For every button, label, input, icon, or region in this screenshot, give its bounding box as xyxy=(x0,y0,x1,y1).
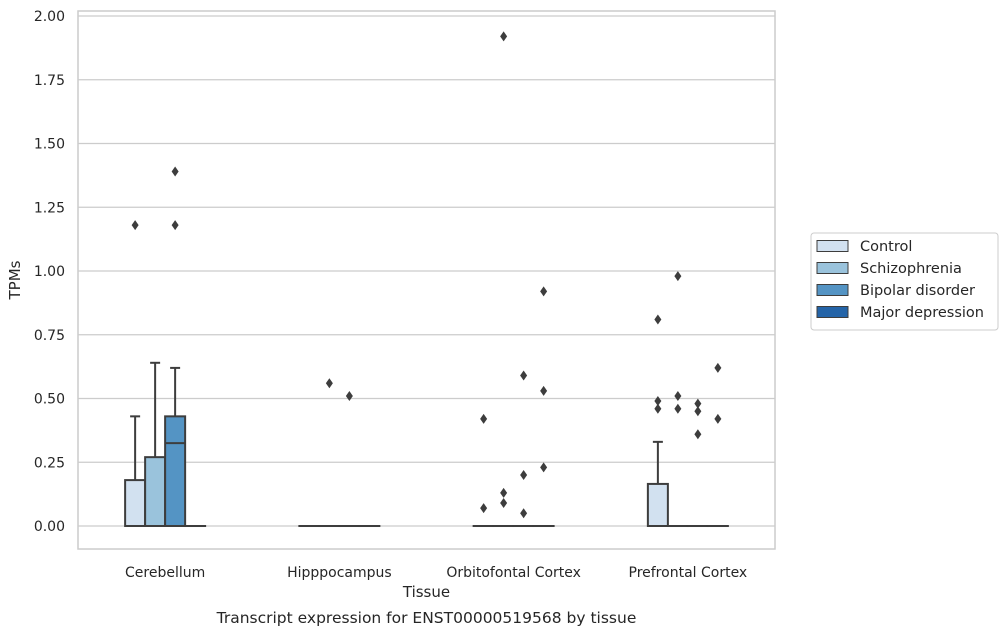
legend-label: Control xyxy=(860,239,912,255)
plot-frame xyxy=(77,10,776,550)
box-group xyxy=(492,31,515,528)
outlier-point xyxy=(674,271,682,282)
outlier-point xyxy=(654,403,662,414)
y-tick-label: 2.00 xyxy=(34,9,65,25)
outlier-point xyxy=(654,396,662,407)
outlier-point xyxy=(520,508,528,519)
outlier-point xyxy=(171,166,179,177)
outlier-point xyxy=(674,403,682,414)
legend-label: Major depression xyxy=(860,305,984,321)
outlier-point xyxy=(694,429,702,440)
legend-label: Schizophrenia xyxy=(860,261,962,277)
outlier-point xyxy=(654,314,662,325)
x-tick-label: Hipppocampus xyxy=(287,565,392,581)
chart-caption: Transcript expression for ENST0000051956… xyxy=(216,609,637,627)
x-tick-label: Cerebellum xyxy=(125,565,205,581)
box xyxy=(124,479,147,528)
outlier-point xyxy=(714,413,722,424)
y-tick-label: 1.50 xyxy=(34,137,65,153)
outlier-point xyxy=(520,370,528,381)
legend-frame xyxy=(810,232,999,331)
outlier-point xyxy=(540,286,548,297)
box xyxy=(164,415,187,528)
x-tick-labels: Cerebellum Hipppocampus Orbitofontal Corte… xyxy=(125,565,747,581)
outlier-point xyxy=(694,398,702,409)
y-tick-label: 0.50 xyxy=(34,392,65,408)
x-tick-label: Prefrontal Cortex xyxy=(629,565,748,581)
legend-swatch xyxy=(816,306,849,318)
y-tick-label: 1.00 xyxy=(34,264,65,280)
box-group xyxy=(706,362,729,528)
y-tick-label: 0.75 xyxy=(34,328,65,344)
outlier-point xyxy=(500,487,508,498)
y-tick-label: 0.00 xyxy=(34,519,65,535)
x-axis-label: Tissue xyxy=(402,583,450,601)
outlier-point xyxy=(714,362,722,373)
outlier-point xyxy=(171,220,179,231)
outlier-point xyxy=(520,470,528,480)
box-group xyxy=(686,398,709,528)
legend-swatch xyxy=(816,284,849,296)
outlier-point xyxy=(345,390,353,401)
outlier-point xyxy=(480,413,488,424)
box-group xyxy=(124,220,147,528)
legend-swatch xyxy=(816,262,849,274)
box-group xyxy=(532,286,555,528)
box-series xyxy=(124,31,729,528)
outlier-point xyxy=(500,31,508,42)
y-tick-label: 1.25 xyxy=(34,200,65,216)
outlier-point xyxy=(540,462,548,473)
outlier-point xyxy=(131,220,139,231)
box-group xyxy=(512,370,535,528)
box xyxy=(144,456,167,527)
box xyxy=(646,482,669,527)
outlier-point xyxy=(325,378,333,389)
y-axis-label: TPMs xyxy=(6,260,24,300)
y-tick-label: 0.25 xyxy=(34,455,65,471)
outlier-point xyxy=(674,390,682,401)
y-tick-label: 1.75 xyxy=(34,73,65,89)
outlier-point xyxy=(540,385,548,396)
outlier-point xyxy=(480,503,488,514)
outlier-point xyxy=(694,406,702,417)
x-tick-label: Orbitofontal Cortex xyxy=(446,565,581,581)
legend: Control Schizophrenia Bipolar disorder Majo… xyxy=(810,232,999,331)
y-tick-labels: 0.00 0.25 0.50 0.75 1.00 1.25 1.50 1.75 2.00 xyxy=(34,9,65,535)
box-group xyxy=(164,166,187,528)
outlier-point xyxy=(500,498,508,509)
legend-swatch xyxy=(816,240,849,252)
box-group xyxy=(646,314,669,527)
legend-label: Bipolar disorder xyxy=(860,283,975,299)
